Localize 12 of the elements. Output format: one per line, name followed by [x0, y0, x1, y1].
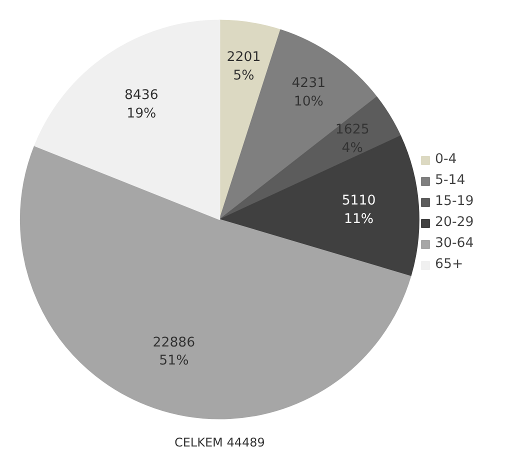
legend-label: 0-4: [435, 152, 457, 167]
legend-label: 30-64: [435, 236, 474, 251]
data-label: 8436 19%: [124, 88, 158, 122]
legend-label: 65+: [435, 257, 464, 272]
data-label: 2201 5%: [226, 50, 261, 84]
data-label: 5110 11%: [342, 194, 376, 227]
legend-label: 15-19: [435, 194, 474, 209]
data-label: 22886 51%: [152, 335, 196, 369]
legend-label: 20-29: [435, 215, 474, 230]
legend-label: 5-14: [435, 173, 466, 188]
text: CELKEM 44489: [174, 436, 265, 450]
data-label: 4231 10%: [292, 76, 326, 110]
